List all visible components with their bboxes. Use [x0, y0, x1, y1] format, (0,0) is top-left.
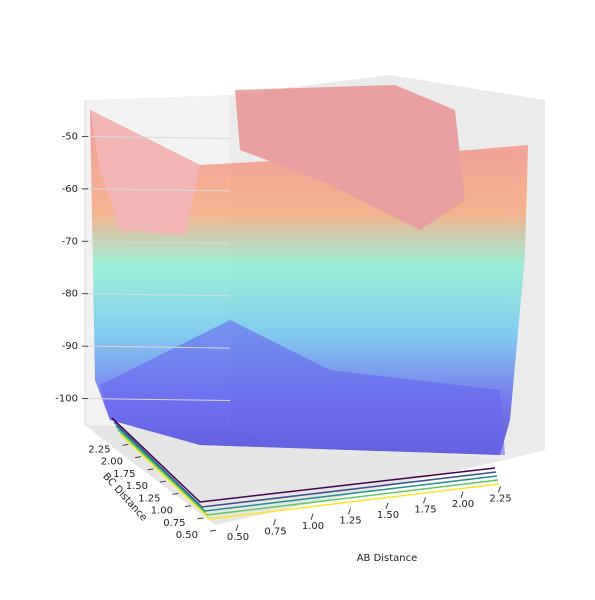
x-tick-label: 1.50	[377, 510, 399, 521]
x-tick-label: 1.00	[302, 521, 324, 532]
y-tick	[184, 505, 192, 508]
y-tick	[134, 456, 142, 459]
x-tick	[498, 486, 501, 493]
contour	[119, 433, 500, 520]
z-tick-label: -70	[62, 236, 78, 247]
x-tick-label: 1.75	[414, 504, 436, 515]
z-tick-label: -60	[62, 184, 78, 195]
y-tick-label: 0.75	[163, 518, 185, 529]
x-tick	[235, 524, 239, 531]
x-tick	[273, 519, 276, 526]
contour	[115, 425, 498, 512]
y-tick-label: 0.50	[176, 530, 198, 541]
surface	[90, 85, 528, 455]
x-tick-label: 0.50	[227, 532, 249, 543]
contour	[111, 417, 496, 503]
z-tick-label: -50	[62, 131, 78, 142]
y-tick-label: 1.75	[113, 469, 135, 480]
z-tick-label: -100	[55, 394, 78, 405]
z-grid-line	[87, 188, 231, 192]
x-tick	[310, 513, 314, 520]
y-tick-label: 2.00	[101, 457, 123, 468]
y-tick	[147, 468, 154, 471]
y-tick	[197, 517, 204, 520]
surface-ridge	[235, 85, 465, 230]
x-tick	[460, 491, 464, 498]
y-tick	[122, 443, 129, 446]
y-tick-label: 2.25	[88, 444, 110, 455]
y-tick-label: 1.00	[151, 506, 173, 517]
surface-wall	[90, 110, 200, 235]
z-grid-line	[87, 135, 231, 139]
contour	[113, 421, 497, 508]
contour	[117, 429, 499, 516]
x-tick-label: 2.00	[452, 499, 474, 510]
y-tick	[209, 529, 217, 532]
x-tick	[423, 497, 426, 504]
y-tick-label: 1.50	[126, 481, 148, 492]
contours	[111, 417, 500, 520]
y-tick	[159, 480, 167, 483]
x-tick-label: 0.75	[264, 526, 286, 537]
y-tick-label: 1.25	[138, 493, 160, 504]
z-grid-line	[87, 398, 231, 402]
x-tick-label: 2.25	[489, 493, 511, 504]
x-tick	[348, 508, 351, 515]
z-grid-line	[87, 345, 231, 349]
x-tick	[385, 502, 389, 509]
surface-valley	[100, 320, 505, 455]
y-tick	[172, 492, 179, 495]
z-grid-line	[87, 293, 231, 297]
x-tick-label: 1.25	[339, 515, 361, 526]
z-tick-label: -90	[62, 341, 78, 352]
z-grid-line	[87, 240, 231, 244]
x-axis-label: AB Distance	[357, 553, 418, 564]
z-tick-label: -80	[62, 289, 78, 300]
